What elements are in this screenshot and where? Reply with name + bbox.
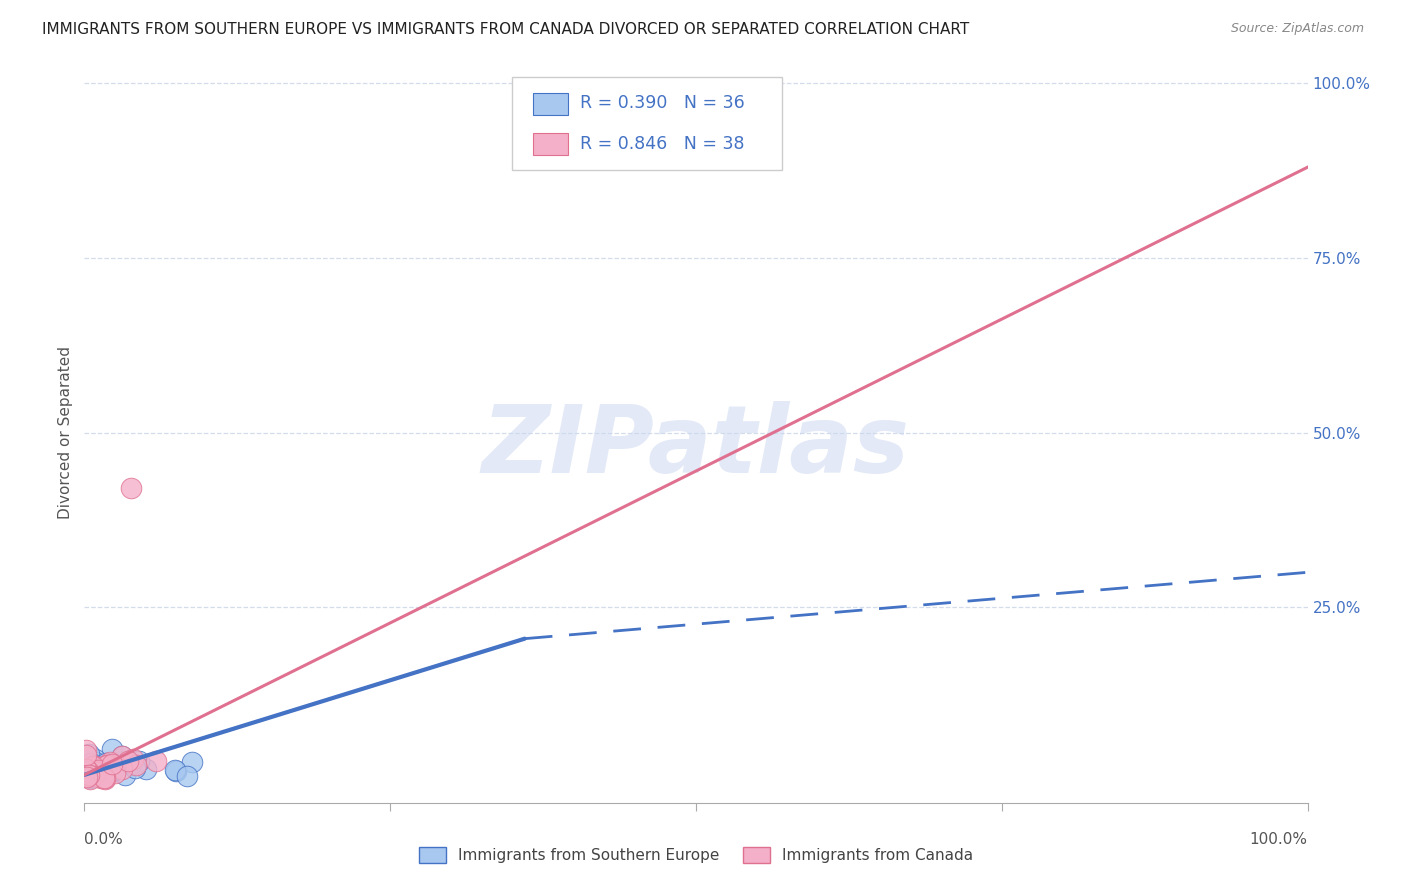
Point xyxy=(124,761,146,775)
Point xyxy=(77,747,100,762)
Point xyxy=(84,765,107,780)
Text: R = 0.846   N = 38: R = 0.846 N = 38 xyxy=(579,135,744,153)
Point xyxy=(94,760,117,774)
Point xyxy=(180,756,202,770)
Text: IMMIGRANTS FROM SOUTHERN EUROPE VS IMMIGRANTS FROM CANADA DIVORCED OR SEPARATED : IMMIGRANTS FROM SOUTHERN EUROPE VS IMMIG… xyxy=(42,22,969,37)
Y-axis label: Divorced or Separated: Divorced or Separated xyxy=(58,346,73,519)
Point xyxy=(111,762,134,776)
Point xyxy=(104,766,127,780)
Point xyxy=(82,760,104,774)
Point xyxy=(77,768,100,782)
Point xyxy=(80,756,103,771)
Point xyxy=(79,769,101,783)
Point xyxy=(76,770,98,784)
Point xyxy=(75,747,97,762)
Point xyxy=(103,763,125,777)
Point xyxy=(125,758,148,772)
Point xyxy=(87,767,110,781)
Point xyxy=(79,771,101,785)
Point xyxy=(82,769,104,783)
Point xyxy=(120,482,142,496)
Point xyxy=(75,763,97,777)
Point xyxy=(98,757,121,772)
Bar xyxy=(533,93,568,115)
Point xyxy=(77,768,100,782)
Point xyxy=(80,768,103,782)
Text: Source: ZipAtlas.com: Source: ZipAtlas.com xyxy=(1230,22,1364,36)
Point xyxy=(101,764,124,779)
Point xyxy=(83,756,105,770)
Point xyxy=(128,755,150,769)
Legend: Immigrants from Southern Europe, Immigrants from Canada: Immigrants from Southern Europe, Immigra… xyxy=(412,841,980,869)
Point xyxy=(82,769,104,783)
Point xyxy=(86,765,108,780)
Point xyxy=(89,771,111,785)
Point xyxy=(75,743,97,757)
Point xyxy=(100,755,122,769)
Point xyxy=(120,757,142,772)
FancyBboxPatch shape xyxy=(513,78,782,169)
Point xyxy=(111,749,134,764)
Point xyxy=(91,766,114,780)
Point xyxy=(79,772,101,786)
Point xyxy=(91,764,114,779)
Point xyxy=(135,762,157,776)
Text: ZIPatlas: ZIPatlas xyxy=(482,401,910,493)
Point xyxy=(93,772,115,786)
Point xyxy=(94,771,117,785)
Point xyxy=(90,767,112,781)
Point xyxy=(79,768,101,782)
Point xyxy=(145,754,167,768)
Point xyxy=(93,772,115,786)
Point xyxy=(82,759,104,773)
Text: 0.0%: 0.0% xyxy=(84,831,124,847)
Point xyxy=(75,762,97,776)
Point xyxy=(96,757,118,772)
Point xyxy=(165,763,187,777)
Point xyxy=(101,756,124,771)
Point xyxy=(77,764,100,778)
Point xyxy=(75,753,97,767)
Point xyxy=(101,742,124,756)
Point xyxy=(79,757,101,772)
Text: R = 0.390   N = 36: R = 0.390 N = 36 xyxy=(579,95,745,112)
Point xyxy=(79,757,101,772)
Point xyxy=(122,752,145,766)
Point xyxy=(87,764,110,779)
Point xyxy=(101,763,124,777)
Point xyxy=(75,764,97,779)
Point xyxy=(75,759,97,773)
Point xyxy=(84,759,107,773)
Point xyxy=(84,752,107,766)
Point xyxy=(93,759,115,773)
Point xyxy=(165,764,187,779)
Point xyxy=(114,768,136,782)
Point xyxy=(79,771,101,785)
Point xyxy=(96,756,118,770)
Point xyxy=(75,769,97,783)
Point xyxy=(117,754,139,768)
Text: 100.0%: 100.0% xyxy=(1250,831,1308,847)
Point xyxy=(101,763,124,777)
Point xyxy=(75,767,97,781)
Point xyxy=(96,764,118,778)
Point xyxy=(111,748,134,763)
Point xyxy=(176,768,198,782)
Bar xyxy=(533,133,568,155)
Point xyxy=(86,764,108,778)
Point xyxy=(75,767,97,781)
